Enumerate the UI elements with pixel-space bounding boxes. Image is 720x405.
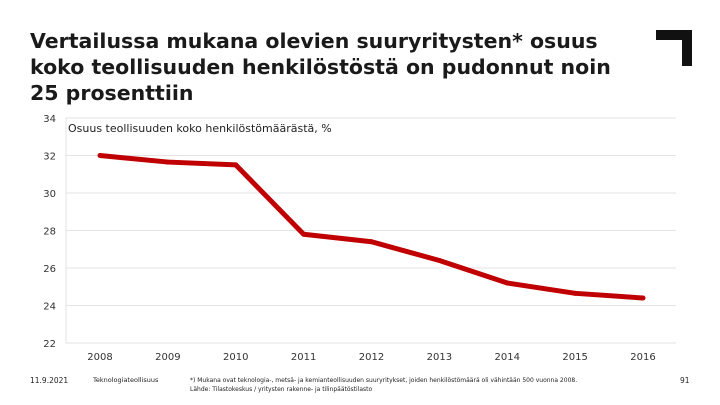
page-number: 91 [680, 376, 690, 385]
y-tick-label: 30 [43, 189, 56, 200]
x-tick-label: 2012 [359, 352, 384, 363]
data-point [504, 280, 510, 286]
x-tick-label: 2016 [630, 352, 655, 363]
data-point [436, 258, 442, 263]
footer-source: Teknologiateollisuus [93, 376, 159, 384]
x-tick-label: 2014 [495, 352, 520, 363]
y-tick-label: 32 [43, 152, 56, 163]
footnote-text: *) Mukana ovat teknologia-, metsä- ja ke… [190, 377, 578, 384]
y-tick-label: 24 [43, 302, 56, 313]
y-tick-label: 22 [43, 339, 56, 350]
data-point [97, 153, 103, 158]
data-point [301, 231, 307, 237]
data-point [233, 162, 239, 168]
series-line [99, 153, 644, 301]
line-chart: 22 24 26 28 30 32 34 2008 2009 2010 2011 2012 2013 2… [43, 114, 676, 363]
footer-note: *) Mukana ovat teknologia-, metsä- ja ke… [190, 376, 670, 394]
x-tick-label: 2009 [155, 352, 180, 363]
data-point [572, 290, 578, 296]
source-text: Lähde: Tilastokeskus / yritysten rakenne… [190, 386, 373, 393]
corner-bracket-logo-icon [656, 30, 692, 66]
x-tick-label: 2008 [87, 352, 112, 363]
data-point [640, 295, 646, 301]
slide-title: Vertailussa mukana olevien suuryritysten… [30, 29, 611, 105]
footer-date: 11.9.2021 [30, 376, 69, 385]
y-tick-label: 34 [43, 114, 56, 125]
data-point [165, 159, 171, 165]
y-tick-label: 28 [43, 227, 56, 238]
x-tick-label: 2015 [562, 352, 587, 363]
chart-subtitle: Osuus teollisuuden koko henkilöstömääräs… [68, 122, 332, 135]
x-tick-label: 2011 [291, 352, 316, 363]
data-point [369, 239, 374, 245]
x-tick-label: 2010 [223, 352, 248, 363]
y-tick-label: 26 [43, 264, 56, 275]
x-tick-label: 2013 [427, 352, 452, 363]
